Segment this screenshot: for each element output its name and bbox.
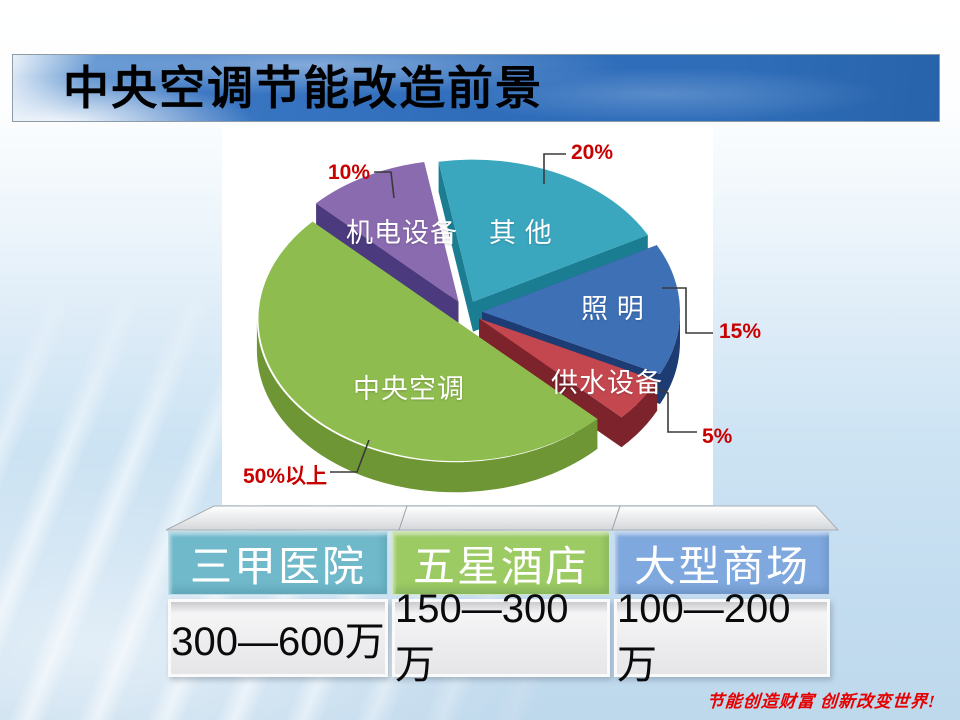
percent-label-lighting: 15% [719, 320, 762, 343]
percent-label-others: 20% [571, 141, 614, 164]
table-header-row: 三甲医院 五星酒店 大型商场 [168, 531, 830, 595]
slice-label-others: 其 他 [489, 218, 553, 248]
slice-label-electromechanical: 机电设备 [346, 218, 458, 248]
percent-label-central-ac: 50%以上 [243, 465, 328, 488]
table-value-row: 300—600万 150—300万 100—200万 [168, 587, 830, 687]
percent-label-electromechanical: 10% [328, 161, 371, 184]
col-header-shopping-mall: 大型商场 [614, 531, 830, 595]
slice-label-central-ac: 中央空调 [353, 374, 465, 404]
table-top-divider-2 [611, 505, 621, 531]
value-top3-hospital: 300—600万 [168, 599, 388, 677]
slice-label-water-supply: 供水设备 [551, 368, 663, 398]
value-shopping-mall: 100—200万 [614, 587, 830, 687]
col-header-top3-hospital: 三甲医院 [168, 531, 388, 595]
slogan-footer: 节能创造财富 创新改变世界! [706, 692, 937, 711]
slice-label-lighting: 照 明 [581, 294, 645, 324]
title-banner: 中央空调节能改造前景 [12, 54, 940, 122]
value-five-star-hotel: 150—300万 [392, 587, 610, 687]
savings-table: 三甲医院 五星酒店 大型商场 300—600万 150—300万 100—200… [168, 531, 830, 687]
col-header-five-star-hotel: 五星酒店 [392, 531, 610, 595]
page-title: 中央空调节能改造前景 [63, 62, 543, 114]
percent-label-water-supply: 5% [702, 425, 733, 448]
